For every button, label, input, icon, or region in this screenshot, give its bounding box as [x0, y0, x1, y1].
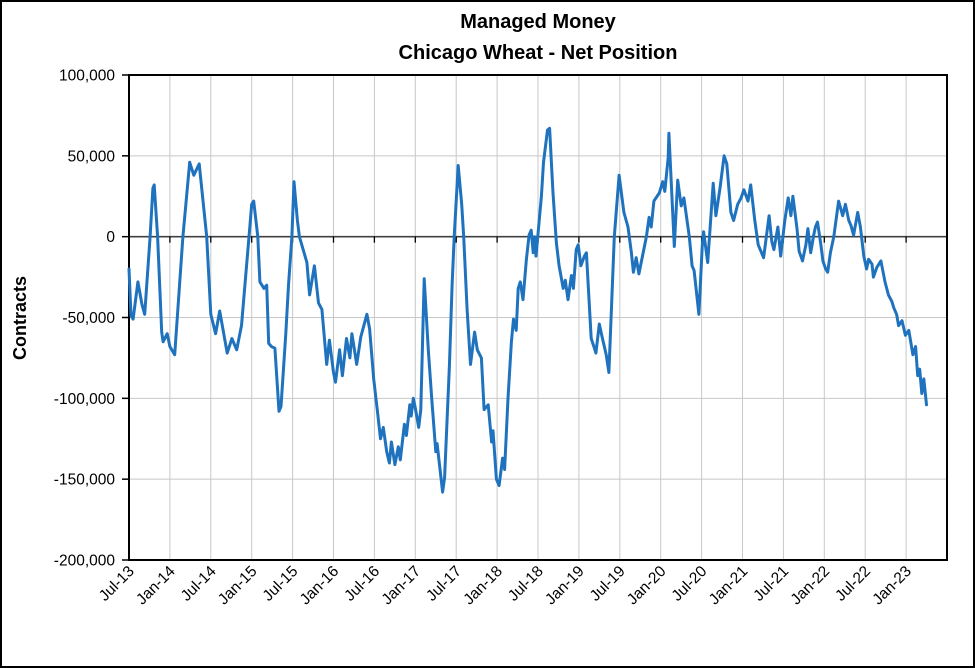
- x-tick-label: Jul-15: [260, 563, 302, 605]
- x-tick-label: Jul-16: [341, 563, 383, 605]
- x-tick-label: Jan-19: [542, 563, 588, 609]
- x-tick-label: Jul-17: [423, 563, 465, 605]
- chart-subtitle: Chicago Wheat - Net Position: [398, 42, 678, 64]
- x-tick-label: Jan-20: [624, 563, 670, 609]
- x-tick-label: Jan-23: [869, 563, 915, 609]
- x-tick-label: Jul-20: [669, 563, 711, 605]
- x-tick-label: Jan-14: [133, 563, 179, 609]
- y-tick-label: -100,000: [54, 391, 116, 408]
- plot-border: [128, 74, 948, 561]
- x-tick-label: Jan-21: [706, 563, 752, 609]
- x-tick-label: Jan-15: [215, 563, 261, 609]
- x-tick-label: Jan-16: [297, 563, 343, 609]
- y-tick-label: -200,000: [54, 553, 116, 570]
- x-tick-label: Jan-17: [379, 563, 425, 609]
- y-tick-label: 0: [106, 229, 115, 246]
- x-tick-label: Jul-19: [587, 563, 629, 605]
- x-tick-label: Jul-22: [832, 563, 874, 605]
- x-tick-label: Jul-14: [178, 563, 220, 605]
- net-position-line: [127, 126, 928, 494]
- chart-title-block: Managed Money Chicago Wheat - Net Positi…: [129, 7, 947, 69]
- x-tick-label: Jan-22: [788, 563, 834, 609]
- x-tick-label: Jul-21: [750, 563, 792, 605]
- x-tick-label: Jul-18: [505, 563, 547, 605]
- y-tick-label: -150,000: [54, 472, 116, 489]
- y-tick-label: 50,000: [68, 148, 116, 165]
- y-tick-label: 100,000: [59, 68, 115, 85]
- x-tick-label: Jan-18: [460, 563, 506, 609]
- chart-title: Managed Money: [460, 11, 616, 33]
- y-tick-label: -50,000: [62, 310, 115, 327]
